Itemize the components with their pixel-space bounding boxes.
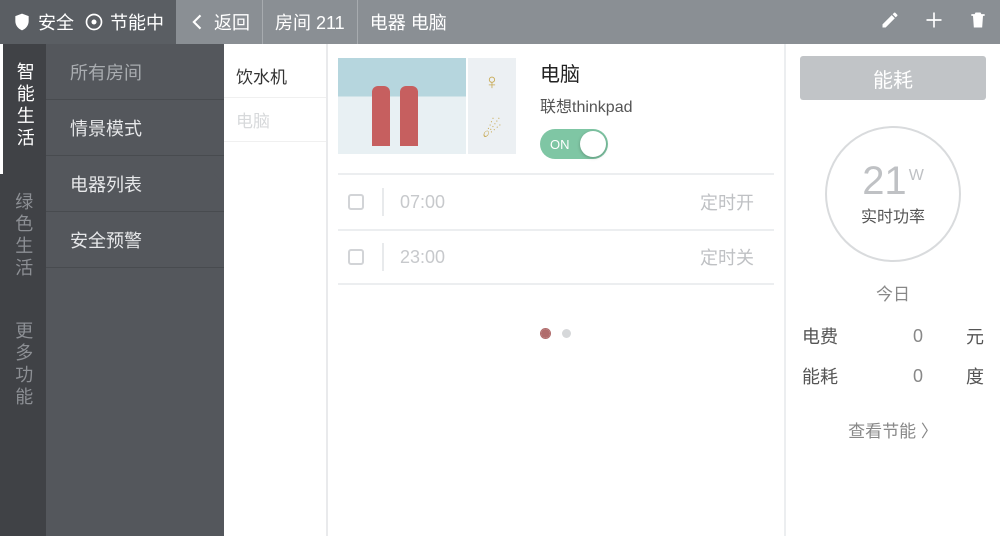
schedule-row[interactable]: 07:00 定时开: [338, 175, 774, 229]
pencil-icon: [880, 10, 900, 30]
thumbnail-main: [338, 58, 466, 154]
vtab-green-life[interactable]: 绿色生活: [0, 174, 46, 304]
edit-button[interactable]: [868, 10, 912, 35]
trash-icon: [968, 10, 988, 30]
device-title: 电脑: [540, 58, 774, 87]
nav-security-alert[interactable]: 安全预警: [46, 212, 224, 268]
vtab-more[interactable]: 更多功能: [0, 303, 46, 433]
chevron-right-icon: 〉: [921, 422, 938, 441]
power-switch[interactable]: ON: [540, 129, 608, 159]
table-row: 电费 0 元: [802, 317, 984, 355]
bulb-icon: ♀: [468, 58, 516, 106]
gauge-caption: 实时功率: [861, 203, 925, 227]
switch-label: ON: [550, 137, 570, 152]
breadcrumb: 电器 电脑: [358, 0, 459, 44]
gauge-value: 21: [862, 159, 907, 203]
plus-icon: [924, 10, 944, 30]
nav-column: 所有房间 情景模式 电器列表 安全预警: [46, 44, 224, 536]
schedule-list: 07:00 定时开 23:00 定时关: [338, 175, 774, 285]
energy-panel: 能耗 21W 实时功率 今日 电费 0 元 能耗 0 度 查看节能: [784, 44, 1000, 536]
room-label[interactable]: 房间 211: [263, 0, 358, 44]
nav-scene-mode[interactable]: 情景模式: [46, 100, 224, 156]
back-label: 返回: [214, 9, 250, 35]
chevron-left-icon: [188, 12, 208, 32]
table-row: 能耗 0 度: [802, 357, 984, 395]
back-button[interactable]: 返回: [176, 0, 263, 44]
device-list: 饮水机 电脑: [224, 44, 328, 536]
energy-button[interactable]: 能耗: [800, 56, 986, 100]
vertical-tabs: 智能生活 绿色生活 更多功能: [0, 44, 46, 536]
device-thumbnails[interactable]: ♀ ☄: [338, 58, 516, 159]
security-label: 安全: [38, 9, 74, 35]
schedule-label: 定时关: [700, 244, 774, 270]
checkbox[interactable]: [348, 249, 364, 265]
device-item-water[interactable]: 饮水机: [224, 54, 326, 98]
device-item-computer[interactable]: 电脑: [224, 98, 326, 142]
gauge-unit: W: [909, 167, 924, 184]
thumbnail-side: ♀ ☄: [468, 58, 516, 154]
schedule-time: 07:00: [400, 192, 700, 213]
topbar: 安全 节能中 返回 房间 211 电器 电脑: [0, 0, 1000, 44]
device-subtitle: 联想thinkpad: [540, 93, 774, 117]
dot-active: [541, 329, 550, 338]
energy-table: 电费 0 元 能耗 0 度: [800, 315, 986, 397]
lamp-icon: ☄: [468, 106, 516, 154]
view-energy-link[interactable]: 查看节能 〉: [848, 417, 938, 442]
nav-appliance-list[interactable]: 电器列表: [46, 156, 224, 212]
energy-saving-label: 节能中: [110, 9, 164, 35]
nav-all-rooms[interactable]: 所有房间: [46, 44, 224, 100]
device-detail: ♀ ☄ 电脑 联想thinkpad ON 07:00 定时开: [328, 44, 784, 536]
today-label: 今日: [876, 280, 910, 305]
add-button[interactable]: [912, 10, 956, 35]
dot: [562, 329, 571, 338]
vtab-smart-life[interactable]: 智能生活: [0, 44, 46, 174]
checkbox[interactable]: [348, 194, 364, 210]
page-indicator[interactable]: [338, 285, 774, 343]
shield-icon: [12, 12, 32, 32]
target-icon: [84, 12, 104, 32]
schedule-time: 23:00: [400, 247, 700, 268]
schedule-label: 定时开: [700, 189, 774, 215]
delete-button[interactable]: [956, 10, 1000, 35]
schedule-row[interactable]: 23:00 定时关: [338, 229, 774, 283]
power-gauge: 21W 实时功率: [825, 126, 961, 262]
